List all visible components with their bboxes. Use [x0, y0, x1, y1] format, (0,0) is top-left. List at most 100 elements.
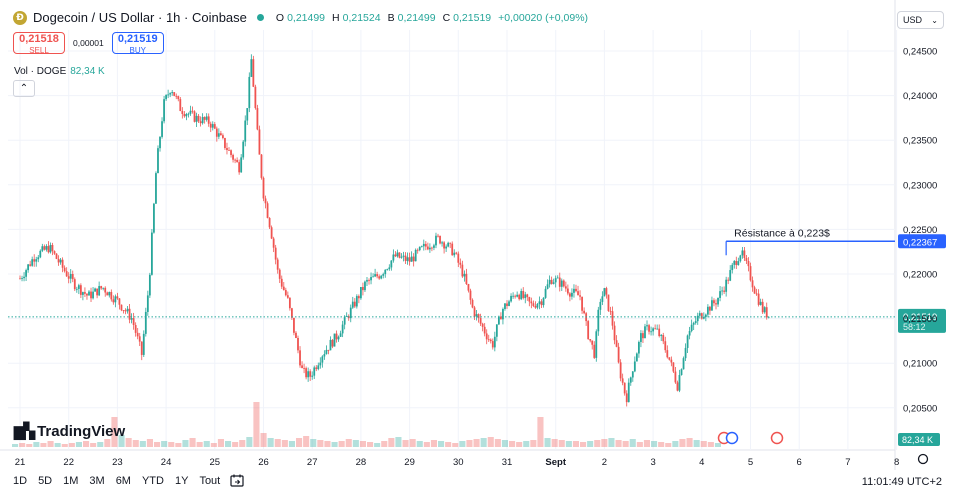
price-tick-label: 0,20500 — [903, 403, 937, 414]
event-marker-icon[interactable] — [725, 431, 739, 445]
candle-body — [215, 128, 218, 137]
settings-gear-icon[interactable] — [917, 453, 929, 465]
volume-bar — [104, 439, 111, 447]
candle-body — [155, 173, 157, 204]
candle-body — [508, 301, 510, 306]
candle-body — [61, 259, 64, 268]
clock[interactable]: 11:01:49 UTC+2 — [861, 476, 942, 488]
candle-body — [27, 264, 30, 271]
candle-body — [313, 367, 316, 376]
candle-body — [165, 95, 167, 100]
candle-body — [690, 324, 693, 332]
candle-body — [31, 259, 34, 266]
candle-body — [372, 276, 374, 278]
candle-body — [583, 310, 586, 314]
price-tick-label: 0,21500 — [903, 314, 937, 325]
candle-body — [219, 133, 222, 136]
range-5d[interactable]: 5D — [38, 475, 53, 487]
volume-bar — [210, 443, 217, 447]
candle-body — [528, 297, 531, 302]
range-all[interactable]: Tout — [199, 475, 221, 487]
volume-bar — [267, 438, 274, 447]
resistance-label: Résistance à 0,223$ — [734, 227, 830, 239]
volume-bar — [274, 439, 281, 447]
volume-bar — [54, 443, 61, 447]
candle-body — [495, 324, 498, 337]
candle-body — [721, 290, 723, 292]
range-1m[interactable]: 1M — [63, 475, 79, 487]
volume-bar — [161, 441, 168, 447]
candle-body — [126, 308, 129, 312]
candle-body — [189, 110, 192, 114]
candle-body — [709, 306, 711, 311]
candle-body — [264, 198, 267, 204]
candle-body — [360, 287, 362, 299]
time-tick-label: 28 — [356, 457, 367, 468]
candle-body — [664, 341, 667, 351]
candle-body — [723, 290, 726, 292]
volume-bar — [565, 441, 572, 447]
tradingview-logo[interactable]: ▆▚ TradingView — [14, 422, 125, 441]
candle-body — [729, 270, 732, 281]
sell-button[interactable]: 0,21518 SELL — [13, 32, 65, 55]
range-3m[interactable]: 3M — [89, 475, 105, 487]
candle-body — [270, 227, 273, 239]
volume-bar — [459, 441, 466, 447]
candle-body — [224, 138, 226, 149]
volume-bar — [388, 438, 395, 447]
candle-body — [678, 375, 681, 391]
candle-body — [526, 294, 529, 298]
ohlc-values: O 0,21499 H 0,21524 B 0,21499 C 0,21519 +0,0… — [276, 12, 588, 24]
candle-body — [384, 269, 387, 275]
candle-body — [73, 279, 76, 290]
volume-bar — [636, 442, 643, 447]
candle-body — [431, 247, 433, 249]
candle-body — [41, 246, 44, 251]
volume-bar — [359, 441, 366, 447]
candle-body — [617, 346, 620, 363]
ohlc-low: 0,21499 — [397, 11, 436, 24]
range-1d[interactable]: 1D — [13, 475, 28, 487]
volume-bar — [430, 440, 437, 447]
range-1y[interactable]: 1Y — [174, 475, 189, 487]
candle-body — [719, 291, 721, 298]
candle-body — [368, 279, 370, 281]
go-to-date-icon[interactable] — [230, 474, 244, 487]
volume-bar — [494, 439, 501, 447]
candle-body — [662, 335, 665, 342]
candle-body — [514, 295, 517, 297]
buy-button[interactable]: 0,21519 BUY — [111, 32, 164, 55]
candle-body — [242, 141, 245, 158]
time-range-bar: 1D 5D 1M 3M 6M YTD 1Y Tout — [13, 475, 220, 487]
candle-body — [374, 274, 377, 277]
candle-body — [392, 254, 395, 261]
candle-body — [731, 264, 734, 271]
candle-body — [621, 378, 624, 383]
candle-body — [325, 349, 328, 355]
event-marker-icon[interactable] — [770, 431, 784, 445]
candle-body — [167, 94, 170, 96]
currency-select[interactable]: USD ⌄ — [897, 11, 944, 29]
candle-body — [459, 262, 462, 265]
candle-body — [571, 292, 573, 297]
collapse-legend-button[interactable]: ⌃ — [13, 80, 35, 97]
volume-bar — [629, 439, 636, 447]
candle-body — [323, 354, 326, 357]
symbol-title[interactable]: Dogecoin / US Dollar · 1h · Coinbase — [33, 10, 247, 25]
candle-body — [522, 290, 525, 299]
candle-body — [108, 291, 111, 296]
last-price-tag — [898, 308, 946, 333]
resistance-price-tag-text: 0,22367 — [903, 237, 937, 248]
range-6m[interactable]: 6M — [115, 475, 131, 487]
time-tick-label: 25 — [210, 457, 221, 468]
volume-bar — [260, 433, 267, 447]
candle-body — [406, 257, 409, 261]
candle-body — [144, 311, 147, 334]
volume-bar — [601, 439, 608, 447]
candle-body — [737, 261, 740, 266]
volume-bar — [12, 444, 19, 447]
range-ytd[interactable]: YTD — [141, 475, 164, 487]
candle-body — [77, 285, 80, 289]
volume-bar — [686, 438, 693, 447]
